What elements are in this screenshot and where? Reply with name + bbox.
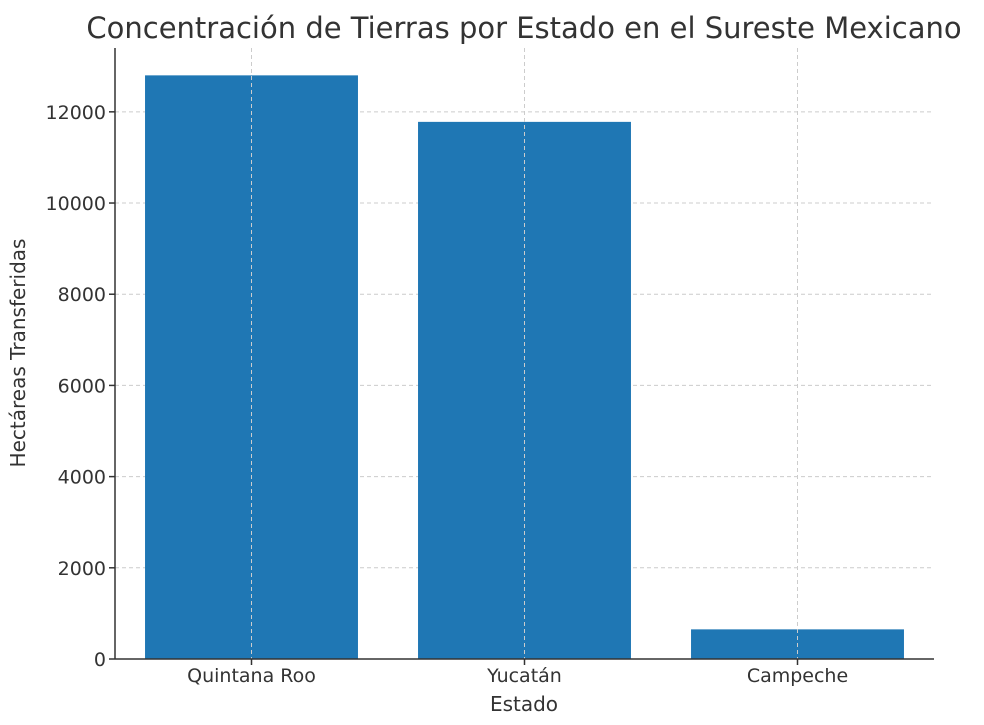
y-tick-label: 12000 xyxy=(46,102,106,124)
y-ticks: 0 2000 4000 6000 8000 10000 12000 xyxy=(46,102,115,671)
x-ticks: Quintana Roo Yucatán Campeche xyxy=(187,659,848,687)
y-tick-label: 6000 xyxy=(58,375,106,397)
y-tick-label: 2000 xyxy=(58,558,106,580)
vertical-grid xyxy=(251,48,798,659)
x-tick-label: Quintana Roo xyxy=(187,665,316,687)
y-axis-label: Hectáreas Transferidas xyxy=(6,239,30,468)
y-tick-label: 10000 xyxy=(46,193,106,215)
chart-title: Concentración de Tierras por Estado en e… xyxy=(86,11,961,45)
x-tick-label: Yucatán xyxy=(486,665,562,687)
y-tick-label: 8000 xyxy=(58,284,106,306)
x-tick-label: Campeche xyxy=(747,665,848,687)
y-tick-label: 4000 xyxy=(58,467,106,489)
y-tick-label: 0 xyxy=(94,649,106,671)
x-axis-label: Estado xyxy=(490,692,558,716)
